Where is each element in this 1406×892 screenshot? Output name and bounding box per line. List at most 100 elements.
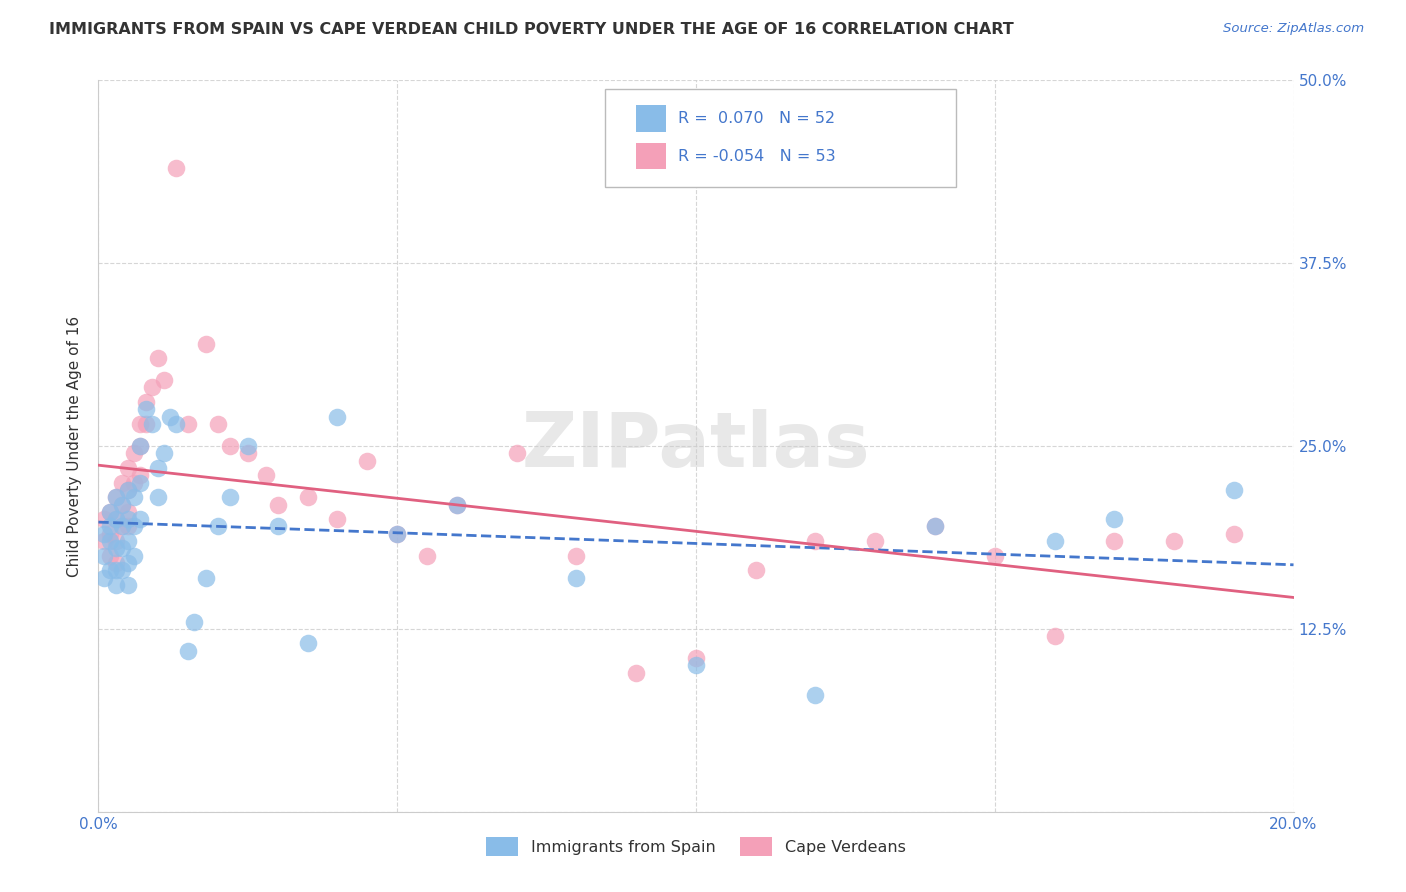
Point bbox=[129, 439, 152, 453]
Text: IMMIGRANTS FROM SPAIN VS CAPE VERDEAN CHILD POVERTY UNDER THE AGE OF 16 CORRELAT: IMMIGRANTS FROM SPAIN VS CAPE VERDEAN CH… bbox=[49, 22, 1014, 37]
Point bbox=[924, 519, 946, 533]
Point bbox=[1104, 534, 1126, 549]
Point bbox=[385, 526, 409, 541]
Point bbox=[267, 498, 290, 512]
Point bbox=[111, 475, 134, 490]
Point bbox=[236, 446, 259, 460]
Y-axis label: Child Poverty Under the Age of 16: Child Poverty Under the Age of 16 bbox=[67, 316, 83, 576]
Point bbox=[236, 439, 259, 453]
Point bbox=[98, 505, 122, 519]
Point bbox=[1043, 629, 1066, 643]
Point bbox=[745, 563, 768, 577]
Text: ZIPatlas: ZIPatlas bbox=[522, 409, 870, 483]
Point bbox=[326, 512, 349, 526]
Point bbox=[98, 563, 122, 577]
Point bbox=[446, 498, 468, 512]
Point bbox=[219, 439, 242, 453]
Point bbox=[98, 526, 122, 541]
Point bbox=[183, 615, 205, 629]
Point bbox=[984, 549, 1007, 563]
Point bbox=[148, 351, 170, 366]
Point bbox=[148, 490, 170, 504]
Point bbox=[685, 658, 707, 673]
Point bbox=[177, 644, 200, 658]
Point bbox=[105, 512, 128, 526]
Point bbox=[117, 556, 139, 570]
Point bbox=[129, 512, 152, 526]
Point bbox=[219, 490, 242, 504]
Point bbox=[385, 526, 409, 541]
Point bbox=[506, 446, 529, 460]
Point bbox=[105, 512, 128, 526]
Point bbox=[141, 380, 163, 394]
Point bbox=[129, 417, 152, 431]
Point bbox=[111, 563, 134, 577]
Text: Source: ZipAtlas.com: Source: ZipAtlas.com bbox=[1223, 22, 1364, 36]
Point bbox=[105, 541, 128, 556]
Point bbox=[129, 475, 152, 490]
Point bbox=[129, 468, 152, 483]
Point bbox=[195, 571, 218, 585]
Point bbox=[135, 395, 157, 409]
Point bbox=[326, 409, 349, 424]
Point bbox=[105, 490, 128, 504]
Point bbox=[111, 519, 134, 533]
Point bbox=[804, 534, 827, 549]
Point bbox=[165, 161, 187, 175]
Point bbox=[117, 534, 139, 549]
Point bbox=[135, 417, 157, 431]
Point bbox=[159, 409, 181, 424]
Point bbox=[105, 578, 128, 592]
Point bbox=[105, 556, 128, 570]
Point bbox=[117, 519, 139, 533]
Point bbox=[565, 549, 588, 563]
Point bbox=[111, 498, 134, 512]
Point bbox=[105, 563, 128, 577]
Point bbox=[177, 417, 200, 431]
Point bbox=[135, 402, 157, 417]
Point bbox=[865, 534, 887, 549]
Point bbox=[98, 519, 122, 533]
Point bbox=[105, 534, 128, 549]
Point bbox=[207, 519, 229, 533]
Point bbox=[117, 483, 139, 497]
Point bbox=[93, 571, 115, 585]
Point bbox=[111, 541, 134, 556]
Point bbox=[93, 526, 115, 541]
Point bbox=[207, 417, 229, 431]
Point bbox=[1223, 526, 1246, 541]
Point bbox=[124, 549, 146, 563]
Point bbox=[153, 373, 176, 387]
Point bbox=[93, 512, 115, 526]
Point bbox=[924, 519, 946, 533]
Point bbox=[98, 534, 122, 549]
Point bbox=[267, 519, 290, 533]
Point bbox=[148, 461, 170, 475]
Point bbox=[1163, 534, 1185, 549]
Point bbox=[446, 498, 468, 512]
Point bbox=[93, 549, 115, 563]
Point bbox=[111, 519, 134, 533]
Point bbox=[685, 651, 707, 665]
Point bbox=[129, 439, 152, 453]
Point bbox=[117, 512, 139, 526]
Point bbox=[356, 453, 378, 467]
Point bbox=[1104, 512, 1126, 526]
Point bbox=[416, 549, 439, 563]
Point bbox=[117, 578, 139, 592]
Point bbox=[165, 417, 187, 431]
Point bbox=[111, 498, 134, 512]
Point bbox=[124, 475, 146, 490]
Point bbox=[117, 461, 139, 475]
Point bbox=[1223, 483, 1246, 497]
Point bbox=[297, 490, 319, 504]
Point bbox=[297, 636, 319, 650]
Point bbox=[124, 446, 146, 460]
Legend: Immigrants from Spain, Cape Verdeans: Immigrants from Spain, Cape Verdeans bbox=[479, 831, 912, 863]
Point bbox=[804, 688, 827, 702]
Point bbox=[93, 534, 115, 549]
Point bbox=[195, 336, 218, 351]
Text: R =  0.070   N = 52: R = 0.070 N = 52 bbox=[678, 112, 835, 126]
Point bbox=[124, 519, 146, 533]
Point bbox=[105, 490, 128, 504]
